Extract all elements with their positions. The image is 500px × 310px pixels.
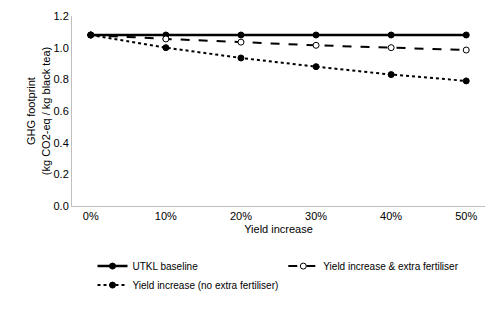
svg-text:30%: 30% [305,210,327,222]
svg-text:0.2: 0.2 [54,168,69,180]
svg-text:50%: 50% [455,210,477,222]
svg-text:Yield increase & extra fertili: Yield increase & extra fertiliser [323,261,458,272]
svg-text:UTKL baseline: UTKL baseline [133,261,199,272]
svg-text:40%: 40% [380,210,402,222]
svg-text:20%: 20% [230,210,252,222]
svg-text:0.8: 0.8 [54,73,69,85]
svg-text:GHG footprint(kg CO2-eq / kg b: GHG footprint(kg CO2-eq / kg black tea) [25,47,51,175]
svg-text:Yield increase: Yield increase [244,223,313,235]
svg-text:10%: 10% [155,210,177,222]
svg-text:1.0: 1.0 [54,42,69,54]
svg-text:0.4: 0.4 [54,137,69,149]
svg-text:0%: 0% [83,210,99,222]
svg-text:Yield increase (no extra ferti: Yield increase (no extra fertiliser) [133,280,279,291]
svg-text:0.6: 0.6 [54,105,69,117]
svg-text:0.0: 0.0 [54,200,69,212]
svg-text:1.2: 1.2 [54,10,69,22]
